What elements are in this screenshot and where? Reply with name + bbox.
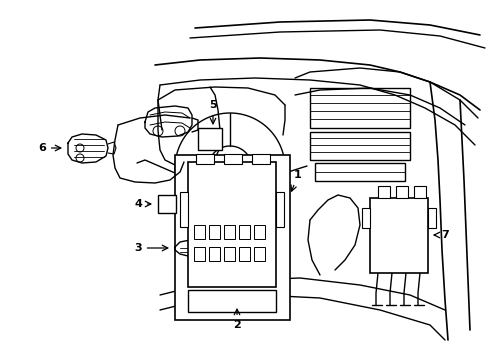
Bar <box>413 186 425 198</box>
Bar <box>309 132 409 160</box>
Bar <box>175 155 289 320</box>
Bar <box>158 195 176 213</box>
Bar <box>196 154 214 164</box>
Text: 7: 7 <box>433 230 448 240</box>
Text: 6: 6 <box>38 143 61 153</box>
Bar <box>395 186 407 198</box>
Text: 4: 4 <box>134 199 150 209</box>
Bar <box>194 247 204 261</box>
Bar <box>224 154 242 164</box>
Bar <box>309 88 409 128</box>
Bar <box>377 186 389 198</box>
Bar <box>314 163 404 181</box>
Bar <box>239 247 249 261</box>
Bar <box>253 247 264 261</box>
Bar <box>198 128 222 150</box>
Bar <box>208 225 220 239</box>
Bar <box>180 192 187 227</box>
Bar <box>369 198 427 273</box>
Bar <box>187 162 275 287</box>
Bar <box>208 247 220 261</box>
Bar <box>187 290 275 312</box>
Text: 2: 2 <box>233 309 241 330</box>
Bar <box>239 225 249 239</box>
Bar <box>253 225 264 239</box>
Bar <box>251 154 269 164</box>
Text: 5: 5 <box>209 100 216 124</box>
Bar <box>194 225 204 239</box>
Bar <box>275 192 284 227</box>
Bar <box>224 247 235 261</box>
Bar <box>224 225 235 239</box>
Bar <box>427 208 435 228</box>
Bar <box>361 208 369 228</box>
Text: 1: 1 <box>290 170 301 191</box>
Text: 3: 3 <box>134 243 167 253</box>
